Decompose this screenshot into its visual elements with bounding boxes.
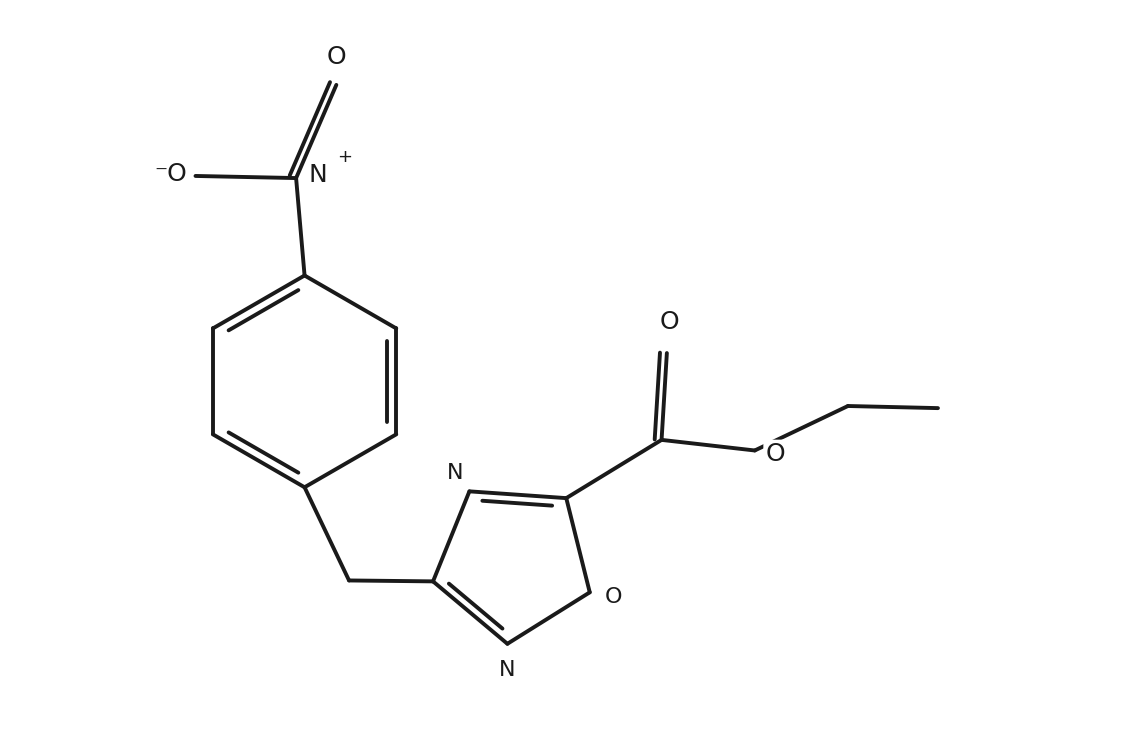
Text: N: N (500, 659, 515, 680)
Text: O: O (659, 310, 679, 334)
Text: N: N (447, 463, 464, 483)
Text: O: O (605, 586, 622, 607)
Text: N: N (309, 163, 327, 187)
Text: O: O (765, 442, 785, 466)
Text: +: + (337, 148, 352, 166)
Text: O: O (326, 45, 346, 69)
Text: ⁻O: ⁻O (155, 162, 187, 186)
